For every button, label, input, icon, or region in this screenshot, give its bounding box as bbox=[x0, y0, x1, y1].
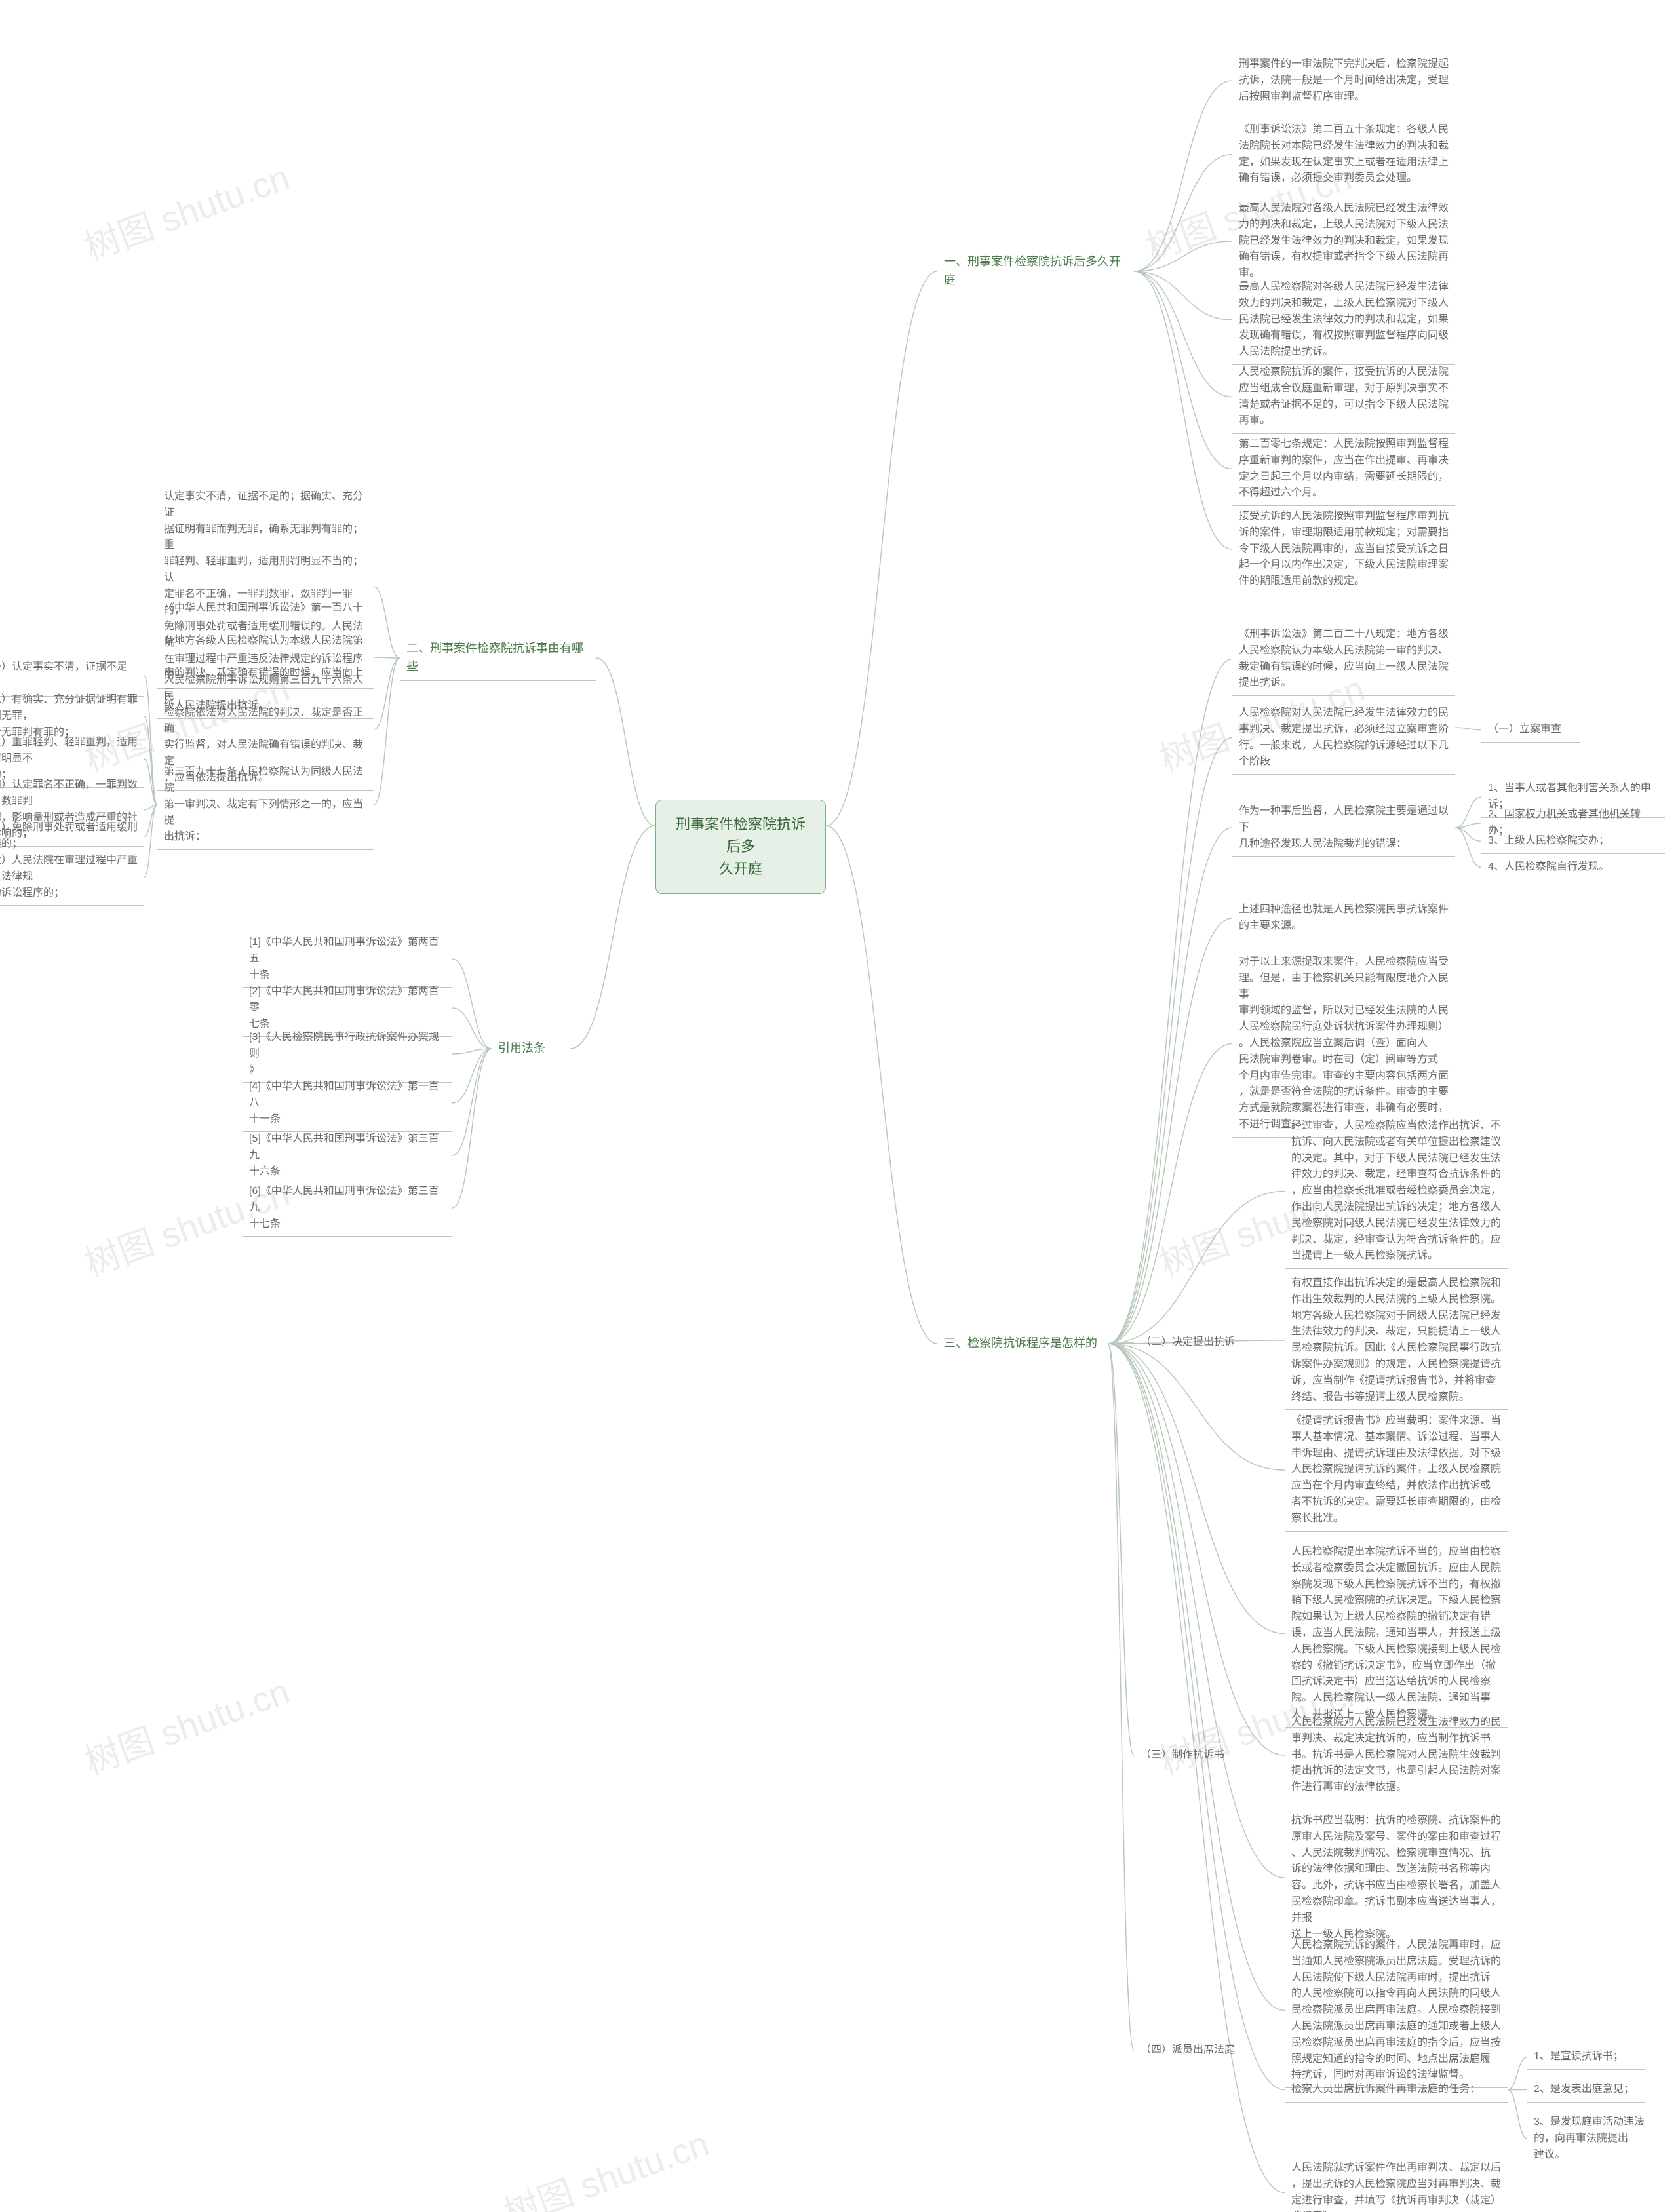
leaf-node: 经过审查，人民检察院应当依法作出抗诉、不抗诉、向人民法院或者有关单位提出检察建议… bbox=[1285, 1114, 1508, 1268]
branch-node: 一、刑事案件检察院抗诉后多久开庭 bbox=[937, 249, 1134, 294]
leaf-node: 抗诉书应当载明：抗诉的检察院、抗诉案件的原审人民法院及案号、案件的案由和审查过程… bbox=[1285, 1809, 1508, 1947]
leaf-node: 第三百九十七条人民检察院认为同级人民法院第一审判决、裁定有下列情形之一的，应当提… bbox=[157, 760, 374, 849]
leaf-node: 作为一种事后监督，人民检察院主要是通过以下几种途径发现人民法院裁判的错误： bbox=[1232, 800, 1455, 856]
leaf-node: 人民检察院提出本院抗诉不当的，应当由检察长或者检察委员会决定撤回抗诉。应由人民院… bbox=[1285, 1540, 1508, 1727]
branch-node: 引用法条 bbox=[492, 1036, 570, 1062]
leaf-node: [5]《中华人民共和国刑事诉讼法》第三百九十六条 bbox=[243, 1127, 452, 1184]
leaf-node: 有权直接作出抗诉决定的是最高人民检察院和作出生效裁判的人民法院的上级人民检察院。… bbox=[1285, 1271, 1508, 1409]
leaf-node: （二）决定提出抗诉 bbox=[1134, 1330, 1252, 1355]
leaf-node: 第二百零七条规定：人民法院按照审判监督程序重新审判的案件，应当在作出提审、再审决… bbox=[1232, 433, 1455, 505]
branch-node: 三、检察院抗诉程序是怎样的 bbox=[937, 1330, 1108, 1357]
leaf-node: 最高人民法院对各级人民法院已经发生法律效力的判决和裁定，上级人民法院对下级人民法… bbox=[1232, 197, 1455, 286]
leaf-node: 人民检察院对人民法院已经发生法律效力的民事判决、裁定提出抗诉，必须经过立案审查阶… bbox=[1232, 701, 1455, 774]
leaf-node: 3、上级人民检察院交办； bbox=[1481, 829, 1665, 853]
leaf-node: 对于以上来源提取来案件，人民检察院应当受理。但是，由于检察机关只能有限度地介入民… bbox=[1232, 950, 1455, 1137]
leaf-node: 《刑事诉讼法》第二百五十条规定：各级人民法院院长对本院已经发生法律效力的判决和裁… bbox=[1232, 118, 1455, 191]
leaf-node: 2、是发表出庭意见； bbox=[1527, 2078, 1645, 2102]
leaf-node: 《提请抗诉报告书》应当载明：案件来源、当事人基本情况、基本案情、诉讼过程、当事人… bbox=[1285, 1409, 1508, 1531]
leaf-node: 人民检察院对人民法院已经发生法律效力的民事判决、裁定决定抗诉的，应当制作抗诉书书… bbox=[1285, 1711, 1508, 1800]
leaf-node: 《刑事诉讼法》第二百二十八规定：地方各级人民检察院认为本级人民法院第一审的判决、… bbox=[1232, 623, 1455, 695]
watermark: 树图 shutu.cn bbox=[76, 1662, 295, 1784]
leaf-node: 接受抗诉的人民法院按照审判监督程序审判抗诉的案件，审理期限适用前款规定；对需要指… bbox=[1232, 505, 1455, 594]
leaf-node: 人民检察院抗诉的案件，人民法院再审时，应当通知人民检察院派员出席法庭。受理抗诉的… bbox=[1285, 1933, 1508, 2087]
leaf-node: （六）人民法院在审理过程中严重违反法律规定的诉讼程序的； bbox=[0, 849, 144, 905]
leaf-node: [1]《中华人民共和国刑事诉讼法》第两百五十条 bbox=[243, 931, 452, 987]
leaf-node: 3、是发现庭审活动违法的，向再审法院提出建议。 bbox=[1527, 2110, 1658, 2167]
mindmap-canvas: 树图 shutu.cn树图 shutu.cn树图 shutu.cn树图 shut… bbox=[0, 0, 1678, 2212]
watermark: 树图 shutu.cn bbox=[496, 2114, 714, 2212]
leaf-node: （四）派员出席法庭 bbox=[1134, 2038, 1252, 2063]
leaf-node: 上述四种途径也就是人民检察院民事抗诉案件的主要来源。 bbox=[1232, 898, 1455, 939]
leaf-node: [4]《中华人民共和国刑事诉讼法》第一百八十一条 bbox=[243, 1075, 452, 1131]
branch-node: 二、刑事案件检察院抗诉事由有哪些 bbox=[400, 636, 596, 680]
leaf-node: （三）制作抗诉书 bbox=[1134, 1743, 1245, 1768]
leaf-node: 4、人民检察院自行发现。 bbox=[1481, 855, 1665, 880]
leaf-node: [3]《人民检察院民事行政抗诉案件办案规则》 bbox=[243, 1026, 452, 1082]
leaf-node: 人民法院就抗诉案件作出再审判决、裁定以后，提出抗诉的人民检察院应当对再审判决、裁… bbox=[1285, 2156, 1508, 2212]
leaf-node: 刑事案件的一审法院下完判决后，检察院提起抗诉，法院一般是一个月时间给出决定，受理… bbox=[1232, 52, 1455, 109]
leaf-node: 检察人员出席抗诉案件再审法庭的任务： bbox=[1285, 2078, 1508, 2102]
root-node: 刑事案件检察院抗诉后多久开庭 bbox=[655, 800, 826, 894]
leaf-node: 人民检察院抗诉的案件，接受抗诉的人民法院应当组成合议庭重新审理，对于原判决事实不… bbox=[1232, 360, 1455, 433]
watermark: 树图 shutu.cn bbox=[76, 148, 295, 270]
leaf-node: 最高人民检察院对各级人民法院已经发生法律效力的判决和裁定，上级人民检察院对下级人… bbox=[1232, 275, 1455, 364]
leaf-node: [6]《中华人民共和国刑事诉讼法》第三百九十七条 bbox=[243, 1180, 452, 1236]
leaf-node: （一）立案审查 bbox=[1481, 718, 1580, 742]
leaf-node: 1、是宣读抗诉书； bbox=[1527, 2045, 1645, 2069]
